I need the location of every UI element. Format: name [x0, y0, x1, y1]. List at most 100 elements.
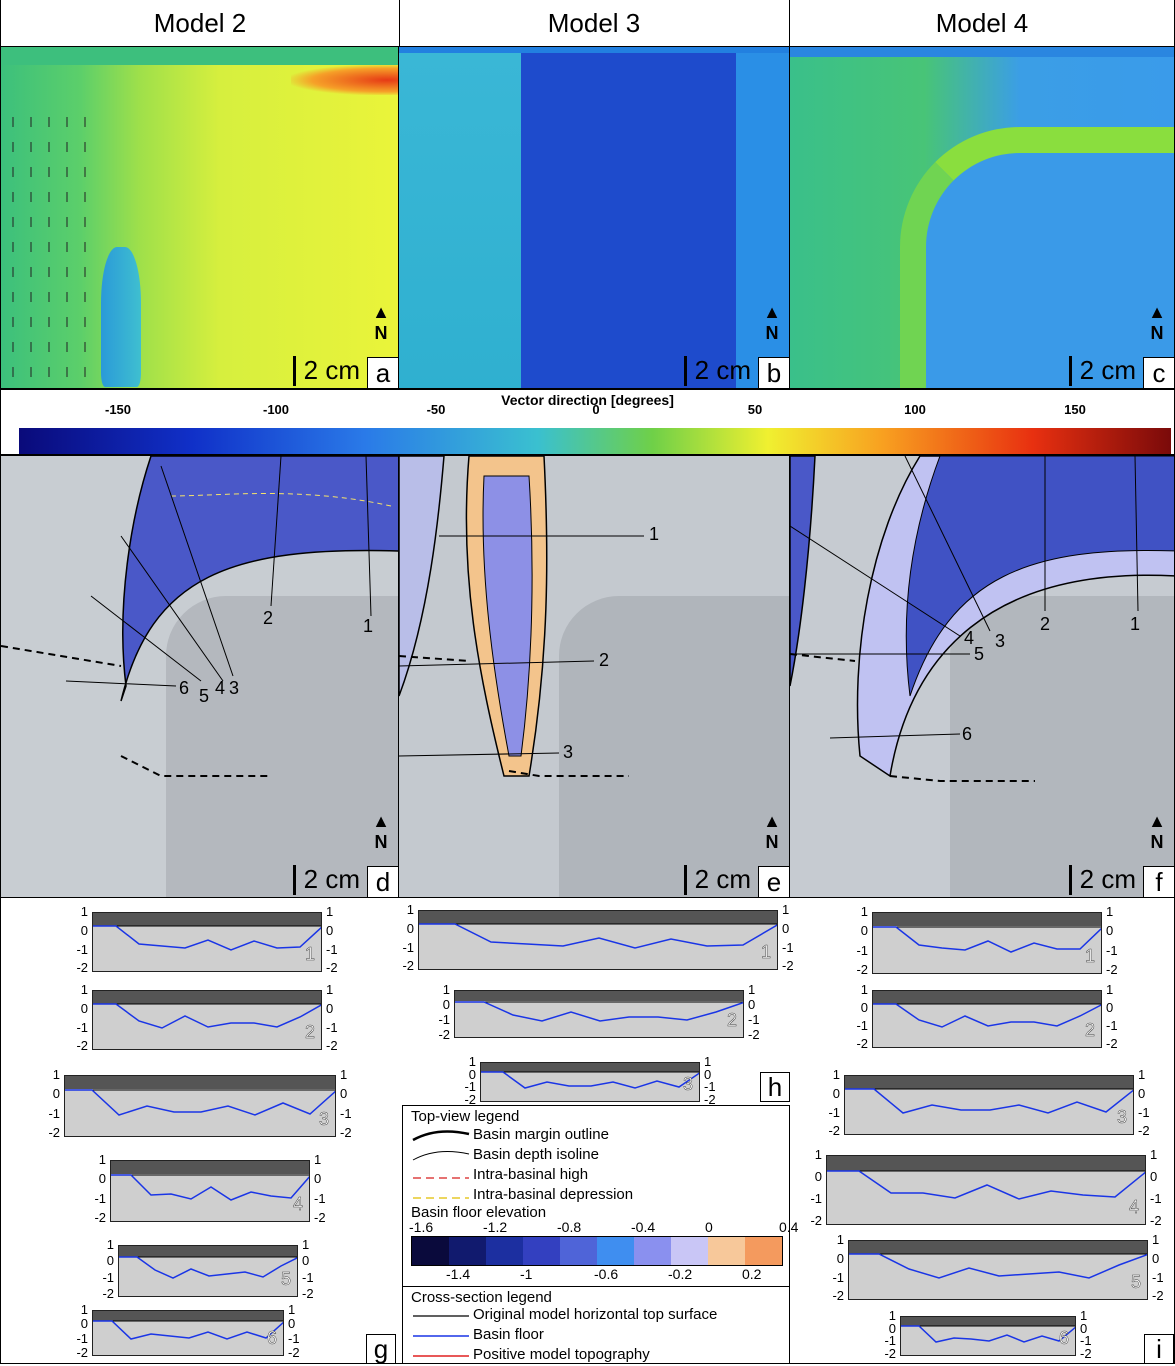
axis-tick-left: 1: [106, 1237, 114, 1252]
cross-section: 4: [826, 1155, 1146, 1225]
axis-tick-left: 0: [52, 1086, 60, 1102]
legend-xsec-item-floor: Basin floor: [473, 1326, 544, 1343]
axis-tick-right: 1: [326, 982, 334, 997]
axis-tick-right: -1: [288, 1330, 300, 1346]
axis-tick-left: 1: [468, 1054, 476, 1069]
colorbar-title: Vector direction [degrees]: [501, 392, 674, 408]
section-number: 3: [318, 1109, 330, 1130]
axis-tick-right: -2: [748, 1027, 760, 1042]
panel-a-vector-map: ▲ N 2 cm a: [0, 46, 399, 389]
elevation-lower-ticks: -1.4 -1 -0.6 -0.2 0.2: [409, 1266, 789, 1282]
axis-tick-right: -2: [302, 1285, 314, 1301]
legend-divider: [403, 1286, 789, 1287]
elevation-swatch: [560, 1237, 597, 1265]
elevation-tick: -0.6: [594, 1266, 619, 1282]
axis-tick-right: 0: [704, 1066, 712, 1082]
cross-section: 2: [92, 990, 322, 1050]
cross-section: 5: [848, 1240, 1148, 1300]
axis-tick-left: 1: [860, 982, 868, 997]
axis-tick-left: -1: [76, 1330, 88, 1346]
axis-tick-right: 0: [1152, 1250, 1160, 1266]
basin-outline: [399, 456, 644, 777]
colorbar-gradient: [19, 428, 1171, 454]
axis-tick-right: -2: [1106, 962, 1118, 978]
section-label: 4: [215, 678, 226, 698]
section-number: 1: [760, 942, 772, 963]
basin-floor-line: [65, 1089, 335, 1116]
axis-tick-left: -2: [76, 960, 88, 976]
legend-item-depression: Intra-basinal depression: [473, 1186, 634, 1203]
axis-tick-right: -1: [1080, 1333, 1092, 1348]
axis-tick-left: 0: [80, 1316, 88, 1332]
axis-tick-right: -2: [1152, 1288, 1164, 1304]
axis-tick-right: 1: [1080, 1308, 1088, 1323]
elevation-upper-ticks: -1.6 -1.2 -0.8 -0.4 0 0.4: [409, 1219, 798, 1235]
section-number: 6: [266, 1328, 278, 1349]
basin-floor-line: [901, 1325, 1075, 1343]
central-zone: [521, 53, 736, 388]
axis-tick-right: 0: [1106, 1000, 1114, 1016]
section-label: 5: [199, 686, 210, 706]
axis-tick-left: -1: [832, 1269, 844, 1285]
basin-outline: [1, 456, 398, 777]
north-arrow-icon: ▲ N: [372, 302, 390, 343]
legend-xsec-item-top: Original model horizontal top surface: [473, 1306, 718, 1323]
cross-section: 5: [118, 1245, 298, 1297]
axis-tick-right: 1: [340, 1067, 348, 1082]
colorbar-tick: 50: [747, 402, 763, 417]
panel-c-vector-map: ▲ N 2 cm c: [789, 46, 1175, 389]
elevation-tick: 0: [705, 1219, 713, 1235]
colorbar-panel: Vector direction [degrees]: [0, 389, 1175, 455]
section-number: 3: [1116, 1107, 1128, 1128]
cross-section: 6: [900, 1316, 1076, 1356]
axis-tick-left: -1: [828, 1104, 840, 1120]
axis-tick-left: 1: [80, 1302, 88, 1317]
axis-tick-left: 0: [468, 1066, 476, 1082]
section-number: 2: [726, 1010, 738, 1031]
west-zone: [399, 53, 521, 388]
elevation-swatch: [449, 1237, 486, 1265]
scale-bar: 2 cm: [292, 355, 360, 386]
axis-tick-right: -1: [1150, 1190, 1162, 1206]
section-label: 5: [974, 644, 985, 664]
colorbar-tick: -150: [104, 402, 132, 417]
header-model-4: Model 4: [790, 0, 1175, 46]
scale-bar: 2 cm: [683, 864, 751, 895]
elevation-swatch: [486, 1237, 523, 1265]
elevation-tick: -1.4: [446, 1266, 471, 1282]
elevation-swatch: [634, 1237, 671, 1265]
axis-tick-right: 0: [340, 1086, 348, 1102]
axis-tick-left: -2: [856, 962, 868, 978]
axis-tick-right: 0: [314, 1171, 322, 1187]
cross-section: 1: [92, 912, 322, 972]
axis-tick-left: -1: [438, 1012, 450, 1027]
basin-floor-line: [845, 1088, 1133, 1114]
basin-floor-line: [93, 1320, 283, 1340]
axis-tick-left: 1: [814, 1147, 822, 1162]
axis-tick-right: 0: [326, 1000, 334, 1016]
axis-tick-left: -1: [856, 942, 868, 958]
axis-tick-right: 1: [704, 1054, 712, 1069]
elevation-swatch: [597, 1237, 634, 1265]
section-number: 6: [1058, 1328, 1070, 1349]
axis-tick-left: 1: [98, 1152, 106, 1167]
elevation-tick: -0.2: [668, 1266, 693, 1282]
section-label: 1: [363, 616, 374, 636]
elevation-tick: 0.4: [779, 1219, 799, 1235]
cross-section: 3: [64, 1075, 336, 1137]
axis-tick-left: -1: [464, 1079, 476, 1094]
axis-tick-left: -2: [832, 1288, 844, 1304]
axis-tick-left: -2: [464, 1091, 476, 1107]
axis-tick-left: 1: [860, 904, 868, 919]
axis-tick-left: 1: [80, 982, 88, 997]
cross-section: 3: [844, 1075, 1134, 1135]
ramp-block: [166, 596, 398, 897]
axis-tick-right: -1: [302, 1269, 314, 1285]
axis-tick-right: 0: [1106, 923, 1114, 939]
axis-tick-right: -1: [748, 1012, 760, 1027]
section-label: 6: [179, 678, 190, 698]
axis-tick-left: -1: [76, 941, 88, 957]
legend-item-high: Intra-basinal high: [473, 1166, 589, 1183]
axis-tick-right: -1: [326, 1019, 338, 1035]
section-number: 4: [292, 1194, 304, 1215]
